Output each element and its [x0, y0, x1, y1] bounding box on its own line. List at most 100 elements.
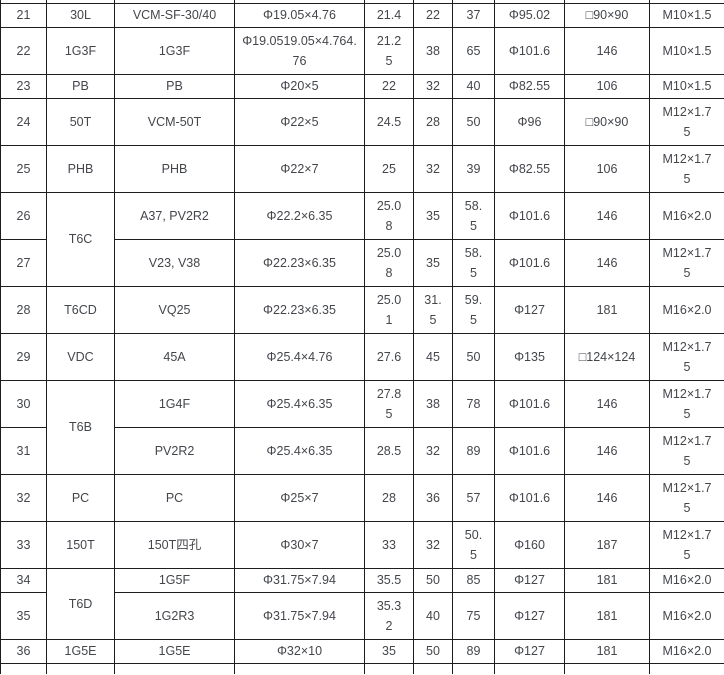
- seal-size-cell: Φ31.75×7.94: [234, 591, 365, 640]
- value-a-cell: 28.5: [364, 426, 414, 475]
- value-a-cell: 24.5: [364, 97, 414, 146]
- diameter-cell: Φ127: [494, 285, 565, 334]
- model-cell: VCM-SF-30/40: [114, 2, 235, 28]
- thread-cell: M12×1.75: [649, 426, 724, 475]
- value-b-cell: 35: [413, 191, 453, 240]
- row-number-cell: 28: [0, 285, 47, 334]
- code-cell: 1G5E: [46, 638, 115, 664]
- value-b-cell: 32: [413, 73, 453, 99]
- value-c-cell: 58.5: [452, 191, 495, 240]
- empty-cell: [0, 662, 47, 674]
- mount-size-cell: 146: [564, 473, 650, 522]
- empty-cell: [46, 662, 115, 674]
- value-c-cell: 50.5: [452, 520, 495, 569]
- table-row: 25 PHB PHB Φ22×7 25 32 39 Φ82.55 106 M12×1.75: [0, 144, 724, 193]
- value-b-cell: 32: [413, 520, 453, 569]
- model-cell: VQ25: [114, 285, 235, 334]
- mount-size-cell: 181: [564, 638, 650, 664]
- code-cell: PB: [46, 73, 115, 99]
- mount-size-cell: □90×90: [564, 2, 650, 28]
- model-cell: 1G5F: [114, 567, 235, 593]
- value-c-cell: 37: [452, 2, 495, 28]
- code-cell: T6B: [46, 379, 115, 475]
- row-number-cell: 26: [0, 191, 47, 240]
- value-a-cell: 35.5: [364, 567, 414, 593]
- value-b-cell: 36: [413, 473, 453, 522]
- mount-size-cell: 181: [564, 567, 650, 593]
- value-c-cell: 39: [452, 144, 495, 193]
- row-number-cell: 27: [0, 238, 47, 287]
- diameter-cell: Φ135: [494, 332, 565, 381]
- code-cell: PC: [46, 473, 115, 522]
- table-row: 24 50T VCM-50T Φ22×5 24.5 28 50 Φ96 □90×90 M12×1.…: [0, 97, 724, 146]
- row-number-cell: 21: [0, 2, 47, 28]
- mount-size-cell: 146: [564, 379, 650, 428]
- thread-cell: M16×2.0: [649, 567, 724, 593]
- value-c-cell: 50: [452, 332, 495, 381]
- table-row: 33 150T 150T四孔 Φ30×7 33 32 50.5 Φ160 187 M12×1.75: [0, 520, 724, 569]
- empty-cell: [114, 662, 235, 674]
- seal-size-cell: Φ22×7: [234, 144, 365, 193]
- value-b-cell: 32: [413, 144, 453, 193]
- row-number-cell: 34: [0, 567, 47, 593]
- empty-cell: [649, 662, 724, 674]
- mount-size-cell: 146: [564, 426, 650, 475]
- model-cell: PB: [114, 73, 235, 99]
- table-row: 35 1G2R3 Φ31.75×7.94 35.32 40 75 Φ127 181 M16×2.…: [0, 591, 724, 640]
- empty-cell: [452, 662, 495, 674]
- table-row: 26 T6C A37, PV2R2 Φ22.2×6.35 25.08 35 58.5 Φ101…: [0, 191, 724, 287]
- empty-cell: [234, 662, 365, 674]
- thread-cell: M16×2.0: [649, 191, 724, 240]
- diameter-cell: Φ101.6: [494, 191, 565, 240]
- seal-size-cell: Φ22.23×6.35: [234, 285, 365, 334]
- value-b-cell: 35: [413, 238, 453, 287]
- model-cell: 1G4F: [114, 379, 235, 428]
- row-number-cell: 31: [0, 426, 47, 475]
- thread-cell: M10×1.5: [649, 73, 724, 99]
- value-a-cell: 35: [364, 638, 414, 664]
- diameter-cell: Φ82.55: [494, 73, 565, 99]
- thread-cell: M12×1.75: [649, 238, 724, 287]
- value-b-cell: 45: [413, 332, 453, 381]
- value-c-cell: 78: [452, 379, 495, 428]
- diameter-cell: Φ127: [494, 567, 565, 593]
- thread-cell: M12×1.75: [649, 379, 724, 428]
- mount-size-cell: 181: [564, 591, 650, 640]
- value-a-cell: 25.01: [364, 285, 414, 334]
- row-number-cell: 36: [0, 638, 47, 664]
- table-row: 36 1G5E 1G5E Φ32×10 35 50 89 Φ127 181 M16×2.0: [0, 638, 724, 664]
- model-cell: 150T四孔: [114, 520, 235, 569]
- diameter-cell: Φ101.6: [494, 379, 565, 428]
- seal-size-cell: Φ31.75×7.94: [234, 567, 365, 593]
- mount-size-cell: □124×124: [564, 332, 650, 381]
- thread-cell: M16×2.0: [649, 285, 724, 334]
- thread-cell: M16×2.0: [649, 638, 724, 664]
- code-cell: T6D: [46, 567, 115, 640]
- value-b-cell: 28: [413, 97, 453, 146]
- mount-size-cell: 146: [564, 26, 650, 75]
- table-row: 22 1G3F 1G3F Φ19.0519.05×4.764.76 21.25 38 65 Φ…: [0, 26, 724, 75]
- model-cell: 1G2R3: [114, 591, 235, 640]
- value-a-cell: 27.85: [364, 379, 414, 428]
- code-cell: T6C: [46, 191, 115, 287]
- thread-cell: M12×1.75: [649, 97, 724, 146]
- seal-size-cell: Φ22×5: [234, 97, 365, 146]
- table-row: 31 PV2R2 Φ25.4×6.35 28.5 32 89 Φ101.6 146 M12×1.…: [0, 426, 724, 475]
- value-c-cell: 85: [452, 567, 495, 593]
- value-b-cell: 38: [413, 26, 453, 75]
- row-number-cell: 23: [0, 73, 47, 99]
- code-cell: 30L: [46, 2, 115, 28]
- value-a-cell: 21.25: [364, 26, 414, 75]
- value-a-cell: 25.08: [364, 191, 414, 240]
- empty-cell: [413, 662, 453, 674]
- row-number-cell: 25: [0, 144, 47, 193]
- row-number-cell: 24: [0, 97, 47, 146]
- model-cell: 1G5E: [114, 638, 235, 664]
- value-b-cell: 38: [413, 379, 453, 428]
- seal-size-cell: Φ25×7: [234, 473, 365, 522]
- seal-size-cell: Φ22.23×6.35: [234, 238, 365, 287]
- mount-size-cell: 181: [564, 285, 650, 334]
